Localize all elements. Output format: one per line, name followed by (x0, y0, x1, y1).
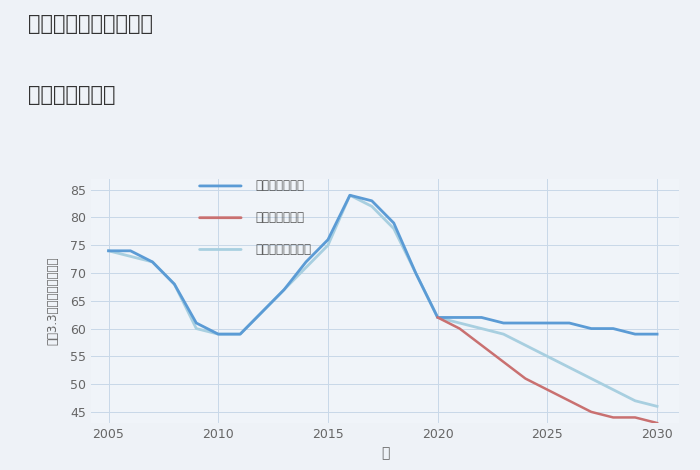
Text: 大阪府高槻市富田町の: 大阪府高槻市富田町の (28, 14, 153, 34)
Text: ノーマルシナリオ: ノーマルシナリオ (256, 243, 312, 256)
X-axis label: 年: 年 (381, 446, 389, 461)
Text: 土地の価格推移: 土地の価格推移 (28, 85, 116, 105)
Y-axis label: 坪（3.3㎡）単価（万円）: 坪（3.3㎡）単価（万円） (46, 257, 59, 345)
Text: グッドシナリオ: グッドシナリオ (256, 180, 304, 192)
Text: バッドシナリオ: バッドシナリオ (256, 211, 304, 224)
